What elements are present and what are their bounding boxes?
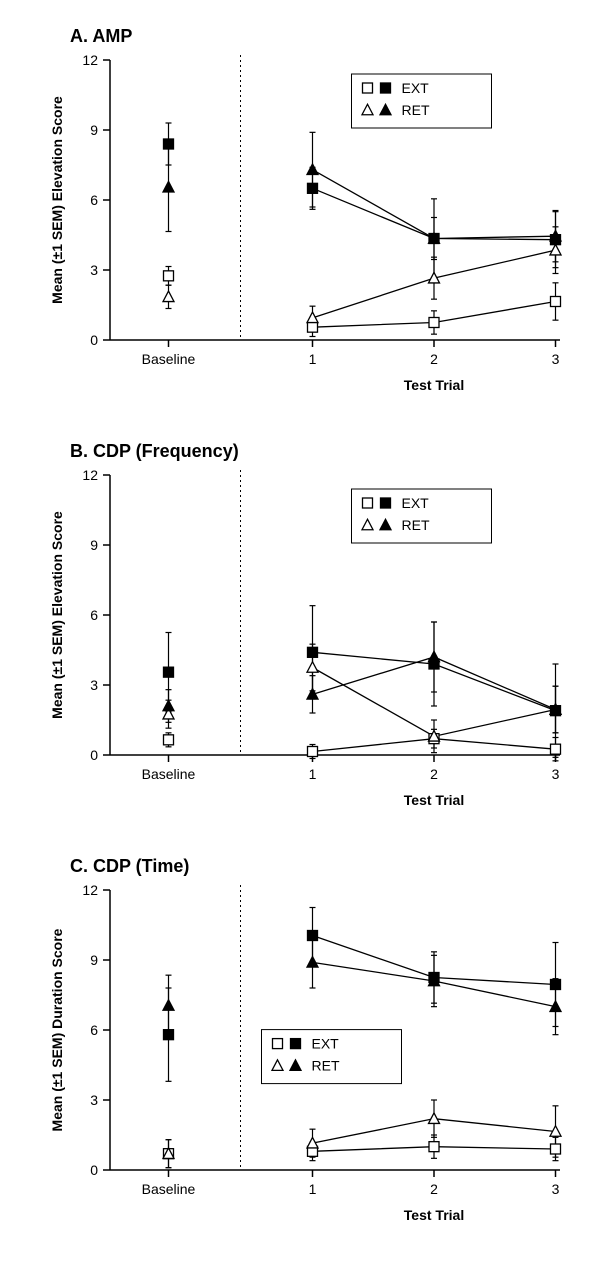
marker-filled-square [164, 667, 174, 677]
marker-open-triangle [307, 312, 318, 323]
panel-svg-A: 036912Mean (±1 SEM) Elevation ScoreBasel… [0, 30, 612, 430]
marker-filled-triangle [307, 957, 318, 968]
y-axis-label: Mean (±1 SEM) Elevation Score [49, 511, 65, 719]
marker-filled-square [308, 183, 318, 193]
xtick-label: 3 [552, 766, 560, 782]
marker-open-square [429, 1142, 439, 1152]
panel-svg-B: 036912Mean (±1 SEM) Elevation ScoreBasel… [0, 445, 612, 845]
marker-open-square [551, 744, 561, 754]
xtick-label: 1 [309, 351, 317, 367]
ytick-label: 6 [90, 607, 98, 623]
marker-open-square [164, 735, 174, 745]
ytick-label: 9 [90, 952, 98, 968]
legend-label: EXT [402, 495, 430, 511]
xtick-label: 1 [309, 766, 317, 782]
ytick-label: 9 [90, 122, 98, 138]
xtick-label: 3 [552, 1181, 560, 1197]
ytick-label: 0 [90, 747, 98, 763]
xtick-label: 2 [430, 351, 438, 367]
marker-open-square [429, 318, 439, 328]
marker-open-square [551, 1144, 561, 1154]
marker-filled-square [308, 647, 318, 657]
ytick-label: 6 [90, 192, 98, 208]
marker-open-triangle [550, 244, 561, 255]
marker-filled-triangle [163, 700, 174, 711]
ytick-label: 0 [90, 332, 98, 348]
y-axis-label: Mean (±1 SEM) Duration Score [49, 928, 65, 1131]
xtick-label: Baseline [142, 351, 196, 367]
x-axis-label: Test Trial [404, 377, 464, 393]
legend-label: EXT [312, 1036, 340, 1052]
ytick-label: 9 [90, 537, 98, 553]
xtick-label: 3 [552, 351, 560, 367]
marker-filled-triangle [429, 651, 440, 662]
xtick-label: Baseline [142, 1181, 196, 1197]
ytick-label: 0 [90, 1162, 98, 1178]
marker-open-square [164, 271, 174, 281]
ytick-label: 6 [90, 1022, 98, 1038]
marker-open-square [308, 322, 318, 332]
marker-filled-triangle [163, 1000, 174, 1011]
marker-filled-square [164, 1030, 174, 1040]
marker-filled-square [164, 139, 174, 149]
legend-label: EXT [402, 80, 430, 96]
ytick-label: 12 [82, 882, 98, 898]
marker-filled-triangle [163, 181, 174, 192]
xtick-label: 2 [430, 766, 438, 782]
y-axis-label: Mean (±1 SEM) Elevation Score [49, 96, 65, 304]
legend-label: RET [402, 517, 430, 533]
marker-open-triangle [163, 291, 174, 302]
marker-open-square [551, 297, 561, 307]
marker-open-square [308, 747, 318, 757]
marker-filled-triangle [307, 164, 318, 175]
ytick-label: 3 [90, 1092, 98, 1108]
marker-filled-triangle [307, 689, 318, 700]
xtick-label: 1 [309, 1181, 317, 1197]
legend-label: RET [312, 1058, 340, 1074]
legend-label: RET [402, 102, 430, 118]
marker-open-triangle [307, 662, 318, 673]
ytick-label: 3 [90, 262, 98, 278]
xtick-label: 2 [430, 1181, 438, 1197]
x-axis-label: Test Trial [404, 792, 464, 808]
ytick-label: 12 [82, 52, 98, 68]
x-axis-label: Test Trial [404, 1207, 464, 1223]
panel-svg-C: 036912Mean (±1 SEM) Duration ScoreBaseli… [0, 860, 612, 1260]
marker-filled-square [308, 931, 318, 941]
marker-filled-square [551, 980, 561, 990]
ytick-label: 3 [90, 677, 98, 693]
ytick-label: 12 [82, 467, 98, 483]
marker-open-triangle [429, 1113, 440, 1124]
xtick-label: Baseline [142, 766, 196, 782]
